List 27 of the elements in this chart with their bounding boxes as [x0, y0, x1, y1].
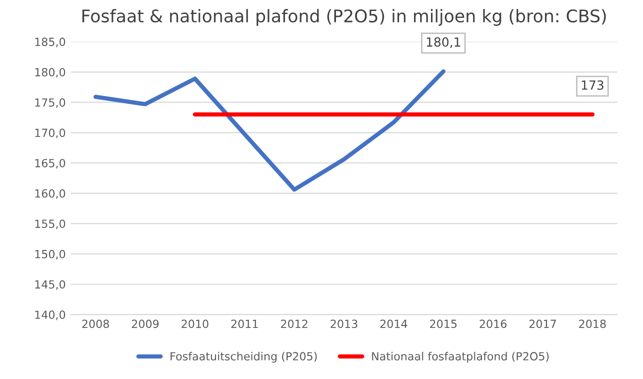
legend-label: Fosfaatuitscheiding (P205) — [170, 352, 317, 363]
y-tick-label: 145,0 — [35, 280, 66, 290]
legend-label: Nationaal fosfaatplafond (P2O5) — [372, 352, 549, 363]
y-tick-label: 165,0 — [35, 158, 66, 168]
x-tick-label: 2017 — [529, 320, 556, 328]
y-tick-label: 175,0 — [35, 98, 66, 108]
y-tick-label: 170,0 — [35, 128, 66, 138]
x-tick-label: 2016 — [480, 320, 507, 328]
y-tick-label: 185,0 — [35, 38, 66, 48]
y-tick-label: 180,0 — [35, 68, 66, 78]
x-tick-label: 2009 — [132, 320, 159, 328]
x-tick-label: 2014 — [380, 320, 408, 328]
y-tick-label: 155,0 — [35, 220, 66, 230]
y-tick-label: 160,0 — [35, 189, 66, 199]
chart-title: Fosfaat & nationaal plafond (P2O5) in miljoen kg (bron: CBS) — [82, 9, 606, 26]
x-tick-label: 2018 — [579, 320, 606, 328]
x-tick-label: 2008 — [82, 320, 109, 328]
x-tick-label: 2011 — [231, 320, 258, 328]
line-series — [93, 69, 446, 192]
data-label: 180,1 — [426, 37, 460, 48]
x-tick-label: 2013 — [330, 320, 358, 328]
x-tick-label: 2010 — [182, 320, 208, 328]
y-tick-label: 140,0 — [35, 310, 66, 320]
data-label: 173 — [582, 80, 604, 90]
x-tick-label: 2015 — [430, 320, 457, 328]
x-tick-label: 2012 — [280, 320, 308, 328]
y-tick-label: 150,0 — [35, 250, 66, 260]
